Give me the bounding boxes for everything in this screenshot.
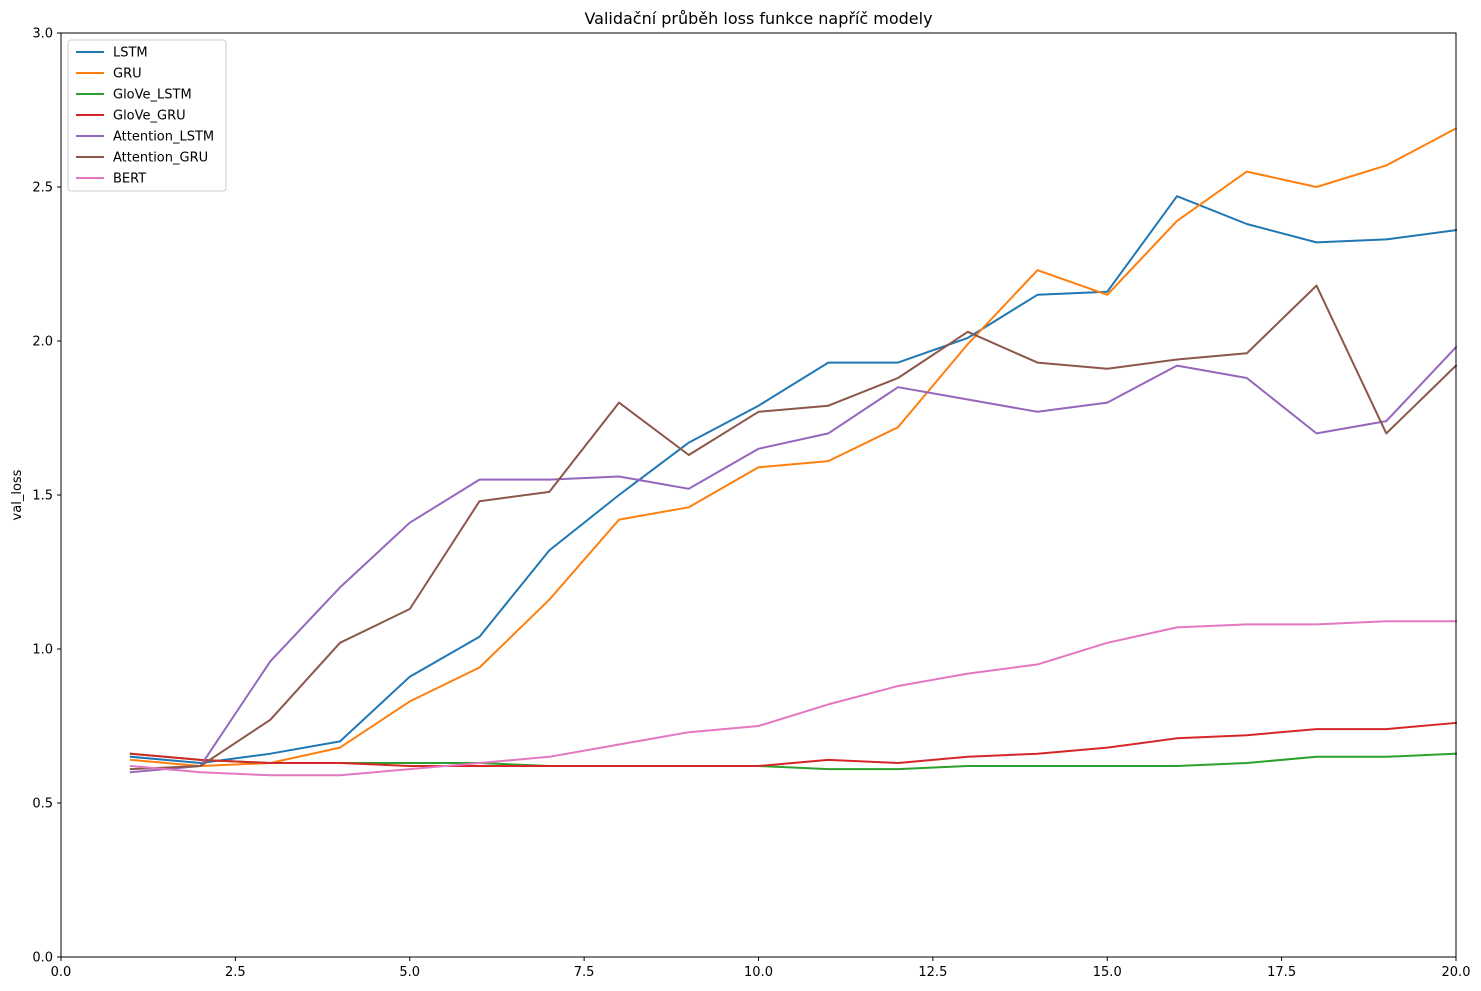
series-layer bbox=[129, 127, 1458, 777]
x-tick-label: 20.0 bbox=[1442, 965, 1471, 980]
series-line-glove-gru bbox=[129, 721, 1458, 767]
x-tick-label: 12.5 bbox=[918, 965, 947, 980]
legend-label: LSTM bbox=[113, 46, 148, 61]
x-tick-label: 17.5 bbox=[1267, 965, 1296, 980]
legend-label: Attention_LSTM bbox=[113, 130, 214, 145]
legend-label: GloVe_GRU bbox=[113, 109, 186, 124]
y-tick-label: 3.0 bbox=[32, 27, 53, 42]
legend-label: GloVe_LSTM bbox=[113, 88, 192, 103]
y-tick-label: 0.5 bbox=[32, 797, 53, 812]
series-line-lstm bbox=[129, 195, 1458, 764]
x-tick-label: 15.0 bbox=[1093, 965, 1122, 980]
legend-label: GRU bbox=[113, 67, 142, 82]
x-axis: 0.0 2.5 5.0 7.5 10.0 12.5 15.0 17.5 20.0 bbox=[51, 957, 1471, 980]
chart-title: Validační průběh loss funkce napříč mode… bbox=[584, 9, 932, 28]
y-axis: 0.0 0.5 1.0 1.5 2.0 2.5 3.0 bbox=[32, 27, 61, 966]
x-tick-label: 10.0 bbox=[744, 965, 773, 980]
legend: LSTM GRU GloVe_LSTM GloVe_GRU Attention_LSTM… bbox=[67, 39, 227, 192]
x-tick-label: 7.5 bbox=[574, 965, 595, 980]
series-line-attention-gru bbox=[129, 284, 1458, 771]
series-line-gru bbox=[129, 127, 1458, 767]
series-line-bert bbox=[129, 620, 1457, 777]
x-tick-label: 5.0 bbox=[399, 965, 420, 980]
legend-box bbox=[67, 39, 227, 192]
series-line-glove-lstm bbox=[129, 752, 1458, 771]
legend-label: BERT bbox=[113, 172, 146, 187]
legend-label: Attention_GRU bbox=[113, 151, 208, 166]
y-tick-label: 2.5 bbox=[32, 181, 53, 196]
x-tick-label: 2.5 bbox=[225, 965, 246, 980]
x-tick-label: 0.0 bbox=[51, 965, 72, 980]
y-tick-label: 2.0 bbox=[32, 335, 53, 350]
y-tick-label: 0.0 bbox=[32, 951, 53, 966]
y-tick-label: 1.5 bbox=[32, 489, 53, 504]
y-tick-label: 1.0 bbox=[32, 643, 53, 658]
series-line-attention-lstm bbox=[129, 345, 1458, 774]
y-axis-label: val_loss bbox=[10, 469, 25, 520]
